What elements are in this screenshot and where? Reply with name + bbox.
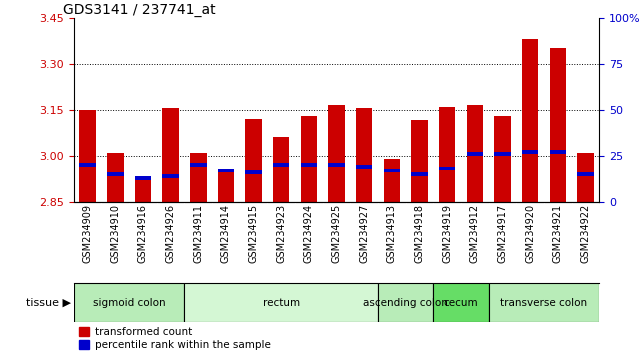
Text: GSM234909: GSM234909 bbox=[83, 204, 92, 263]
Bar bbox=[79, 110, 96, 202]
Text: GSM234914: GSM234914 bbox=[221, 204, 231, 263]
Text: GSM234918: GSM234918 bbox=[415, 204, 424, 263]
Bar bbox=[301, 163, 317, 167]
Bar bbox=[433, 283, 488, 322]
Bar bbox=[217, 169, 234, 172]
Bar bbox=[383, 159, 400, 202]
Bar bbox=[185, 283, 378, 322]
Bar bbox=[246, 171, 262, 174]
Bar bbox=[301, 116, 317, 202]
Bar bbox=[467, 152, 483, 156]
Bar bbox=[378, 283, 433, 322]
Text: cecum: cecum bbox=[444, 298, 478, 308]
Bar bbox=[439, 167, 456, 171]
Text: GSM234919: GSM234919 bbox=[442, 204, 452, 263]
Bar bbox=[549, 150, 566, 154]
Bar bbox=[74, 283, 185, 322]
Bar bbox=[162, 108, 179, 202]
Text: GSM234922: GSM234922 bbox=[581, 204, 590, 263]
Bar bbox=[328, 105, 345, 202]
Bar bbox=[79, 163, 96, 167]
Bar bbox=[273, 137, 290, 202]
Bar bbox=[494, 152, 511, 156]
Text: rectum: rectum bbox=[263, 298, 300, 308]
Bar bbox=[356, 165, 372, 169]
Text: tissue ▶: tissue ▶ bbox=[26, 298, 71, 308]
Text: GSM234916: GSM234916 bbox=[138, 204, 148, 263]
Text: GSM234911: GSM234911 bbox=[193, 204, 203, 263]
Text: GSM234913: GSM234913 bbox=[387, 204, 397, 263]
Bar bbox=[328, 163, 345, 167]
Text: GSM234925: GSM234925 bbox=[331, 204, 342, 263]
Bar bbox=[190, 153, 206, 202]
Bar bbox=[467, 105, 483, 202]
Bar bbox=[494, 116, 511, 202]
Bar bbox=[522, 150, 538, 154]
Bar bbox=[439, 107, 456, 202]
Bar bbox=[356, 108, 372, 202]
Bar bbox=[135, 176, 151, 180]
Bar bbox=[383, 169, 400, 172]
Text: ascending colon: ascending colon bbox=[363, 298, 448, 308]
Bar bbox=[217, 171, 234, 202]
Text: GSM234920: GSM234920 bbox=[525, 204, 535, 263]
Text: GSM234924: GSM234924 bbox=[304, 204, 314, 263]
Text: sigmoid colon: sigmoid colon bbox=[93, 298, 165, 308]
Text: transverse colon: transverse colon bbox=[501, 298, 588, 308]
Text: GSM234910: GSM234910 bbox=[110, 204, 121, 263]
Text: GSM234927: GSM234927 bbox=[359, 204, 369, 263]
Bar bbox=[162, 174, 179, 178]
Text: GSM234921: GSM234921 bbox=[553, 204, 563, 263]
Bar bbox=[577, 172, 594, 176]
Bar bbox=[135, 180, 151, 202]
Bar bbox=[107, 172, 124, 176]
Bar bbox=[488, 283, 599, 322]
Text: GDS3141 / 237741_at: GDS3141 / 237741_at bbox=[63, 3, 216, 17]
Bar bbox=[273, 163, 290, 167]
Text: GSM234926: GSM234926 bbox=[165, 204, 176, 263]
Bar bbox=[246, 119, 262, 202]
Bar bbox=[577, 153, 594, 202]
Text: GSM234915: GSM234915 bbox=[249, 204, 258, 263]
Bar bbox=[412, 120, 428, 202]
Bar bbox=[549, 48, 566, 202]
Text: GSM234923: GSM234923 bbox=[276, 204, 286, 263]
Bar bbox=[190, 163, 206, 167]
Bar bbox=[107, 153, 124, 202]
Text: GSM234917: GSM234917 bbox=[497, 204, 508, 263]
Bar bbox=[522, 39, 538, 202]
Legend: transformed count, percentile rank within the sample: transformed count, percentile rank withi… bbox=[79, 327, 271, 350]
Bar bbox=[412, 172, 428, 176]
Text: GSM234912: GSM234912 bbox=[470, 204, 480, 263]
